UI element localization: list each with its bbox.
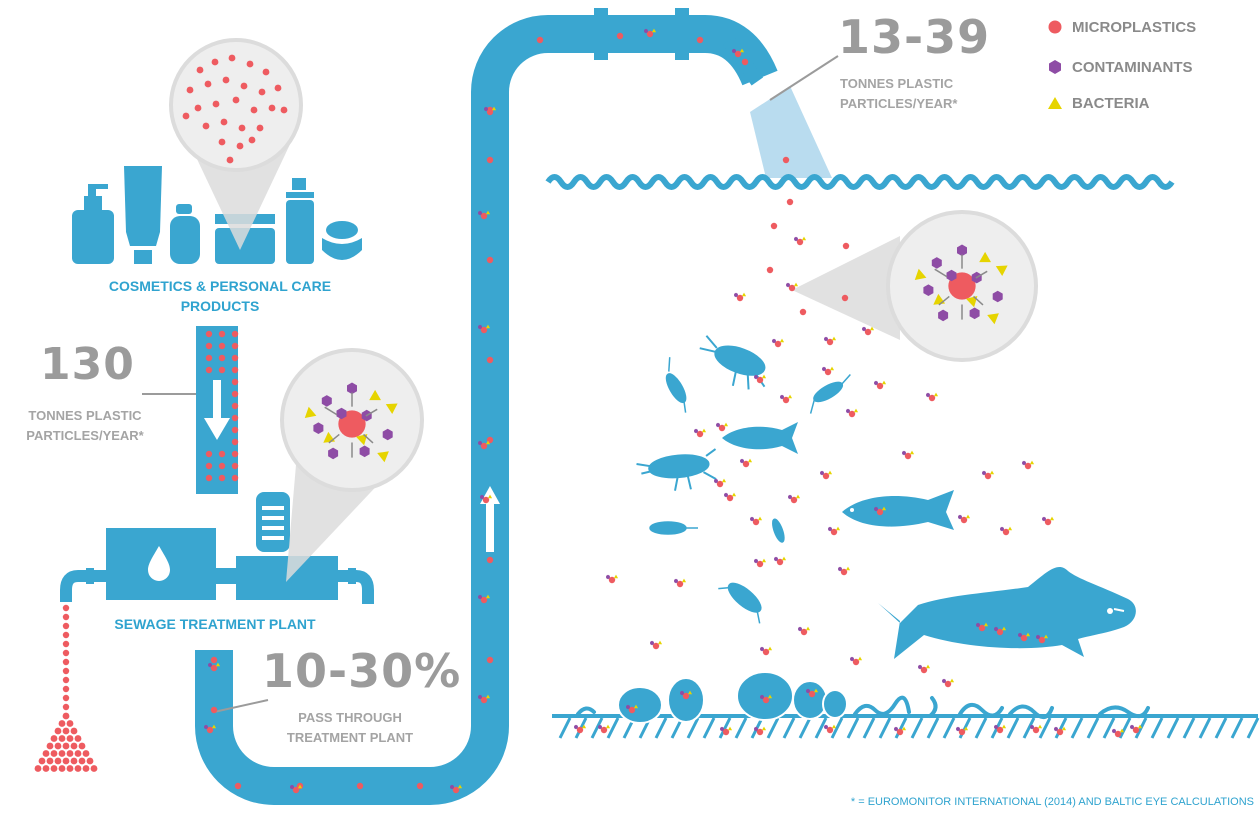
legend-item-microplastics: MICROPLASTICS bbox=[1044, 16, 1196, 38]
plant-magnifier bbox=[280, 348, 424, 582]
herring-small bbox=[722, 422, 798, 454]
legend-label: MICROPLASTICS bbox=[1072, 18, 1197, 36]
microplastic-icon bbox=[1044, 19, 1066, 35]
worms bbox=[576, 695, 1150, 720]
large-cod bbox=[878, 566, 1136, 659]
pump-bottle bbox=[72, 184, 114, 264]
herring-large bbox=[842, 490, 954, 530]
contaminant-icon bbox=[1044, 59, 1066, 75]
legend-label: CONTAMINANTS bbox=[1072, 58, 1193, 76]
stat-sea-caption: TONNES PLASTIC PARTICLES/YEAR* bbox=[840, 74, 1000, 114]
stat-130-value: 130 bbox=[40, 339, 135, 390]
crustaceans bbox=[636, 335, 851, 624]
stat-pass-line1: PASS THROUGH bbox=[298, 710, 402, 725]
footnote: * = EUROMONITOR INTERNATIONAL (2014) AND… bbox=[850, 796, 1254, 808]
cosmetic-products bbox=[72, 166, 362, 264]
legend-item-contaminants: CONTAMINANTS bbox=[1044, 56, 1193, 78]
particle-column bbox=[196, 326, 239, 494]
compact bbox=[322, 221, 362, 260]
stat-pass-line2: TREATMENT PLANT bbox=[286, 730, 414, 745]
legend-label: BACTERIA bbox=[1072, 94, 1150, 112]
cosmetics-label-line2: PRODUCTS bbox=[180, 298, 260, 314]
stat-pass-value: 10-30% bbox=[262, 644, 462, 698]
sea-magnifier bbox=[792, 210, 1038, 362]
sewage-plant-label: SEWAGE TREATMENT PLANT bbox=[114, 616, 316, 632]
stat-pass-caption: PASS THROUGH TREATMENT PLANT bbox=[262, 708, 438, 748]
mussels bbox=[617, 671, 848, 724]
seabed bbox=[552, 714, 1260, 739]
water-surface bbox=[545, 174, 1175, 190]
spray-bottle bbox=[286, 178, 314, 264]
sewage-plant bbox=[60, 492, 374, 604]
stat-130-caption: TONNES PLASTIC PARTICLES/YEAR* bbox=[0, 406, 170, 446]
tube bbox=[124, 166, 162, 264]
fish bbox=[722, 422, 1136, 659]
scattered-particles bbox=[204, 28, 1143, 794]
small-bottle bbox=[170, 204, 200, 264]
stat-sea-value: 13-39 bbox=[838, 10, 991, 64]
pipe bbox=[195, 15, 778, 805]
cosmetics-label-line1: COSMETICS & PERSONAL CARE bbox=[108, 278, 332, 294]
down-arrow-icon bbox=[204, 380, 230, 440]
stat-sea-line2: PARTICLES/YEAR* bbox=[840, 96, 958, 111]
cosmetics-label: COSMETICS & PERSONAL CARE PRODUCTS bbox=[72, 276, 368, 316]
stat-130-line2: PARTICLES/YEAR* bbox=[26, 428, 144, 443]
particle-stream bbox=[62, 604, 70, 711]
outflow-plume bbox=[750, 86, 832, 178]
bacteria-icon bbox=[1044, 95, 1066, 111]
microplastic-magnifier bbox=[169, 38, 303, 250]
legend-item-bacteria: BACTERIA bbox=[1044, 92, 1150, 114]
stat-sea-line1: TONNES PLASTIC bbox=[840, 76, 954, 91]
pass-stat-leader bbox=[213, 699, 269, 713]
particle-pile bbox=[34, 712, 98, 772]
sea-stat-leader bbox=[769, 55, 839, 101]
stat-130-line1: TONNES PLASTIC bbox=[28, 408, 142, 423]
